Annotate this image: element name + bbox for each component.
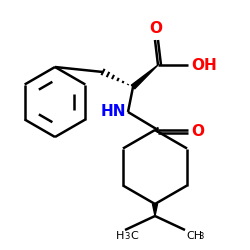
Text: 3: 3 — [198, 232, 203, 241]
Text: 3: 3 — [124, 232, 130, 241]
Polygon shape — [131, 65, 158, 89]
Polygon shape — [152, 204, 158, 216]
Text: OH: OH — [191, 58, 217, 72]
Text: HN: HN — [100, 104, 126, 118]
Text: H: H — [116, 231, 124, 241]
Text: C: C — [130, 231, 138, 241]
Text: O: O — [150, 21, 162, 36]
Text: O: O — [191, 124, 204, 138]
Text: CH: CH — [186, 231, 202, 241]
Polygon shape — [155, 128, 158, 132]
